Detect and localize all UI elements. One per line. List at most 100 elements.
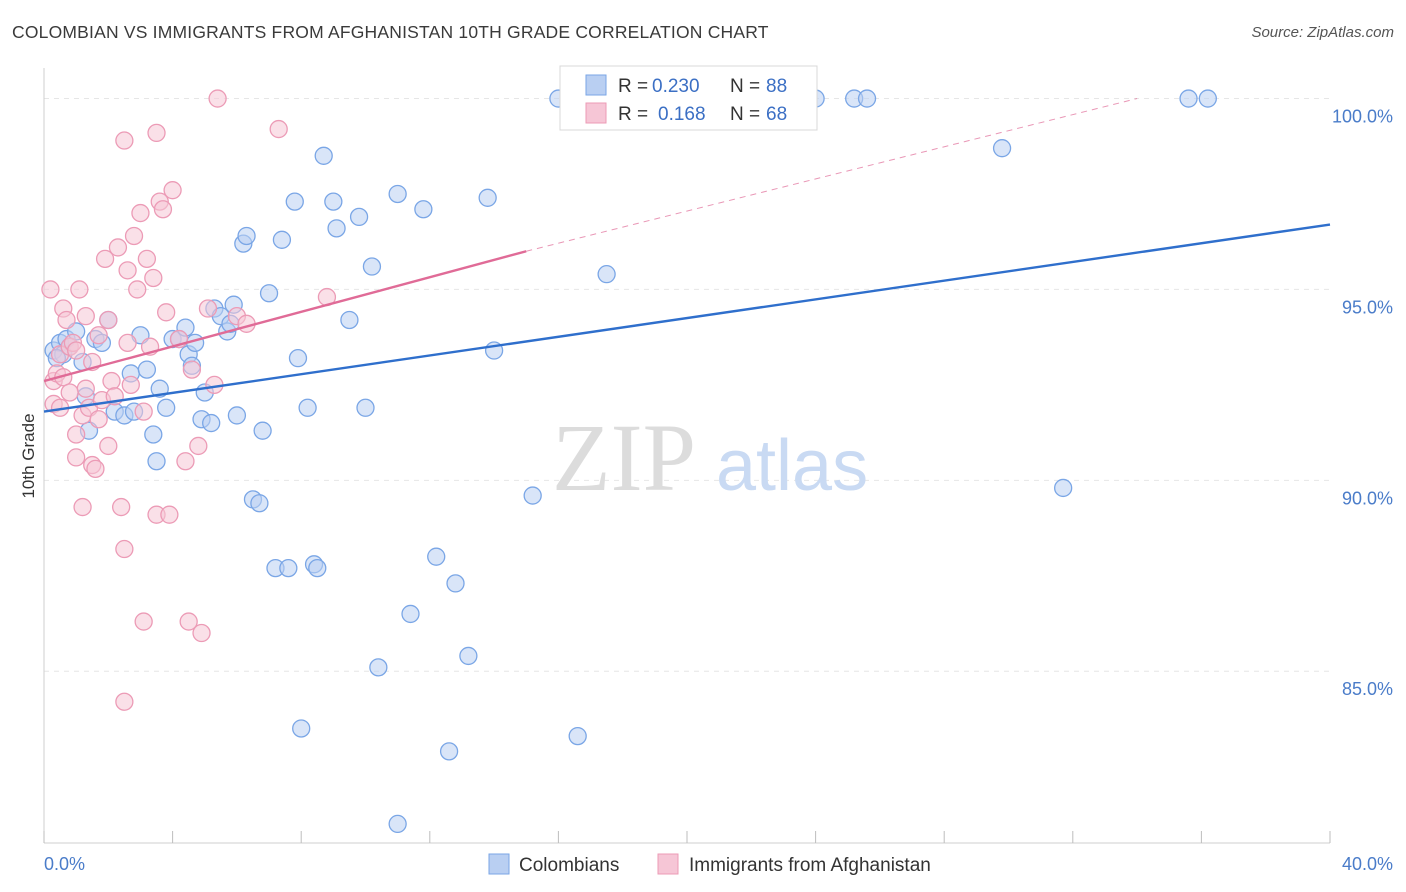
point-colombians-72 bbox=[597, 265, 616, 284]
watermark: ZIP atlas bbox=[552, 404, 868, 511]
point-colombians-65 bbox=[446, 574, 465, 593]
point-afghanistan-22 bbox=[108, 238, 128, 257]
point-colombians-53 bbox=[324, 192, 343, 211]
point-afghanistan-31 bbox=[137, 249, 157, 269]
legend-n-label-1: N = bbox=[730, 76, 760, 97]
watermark-zip: ZIP bbox=[552, 404, 696, 511]
point-colombians-82 bbox=[992, 139, 1012, 158]
point-afghanistan-44 bbox=[189, 436, 208, 456]
point-colombians-43 bbox=[259, 284, 279, 303]
point-colombians-39 bbox=[237, 226, 256, 246]
point-afghanistan-61 bbox=[67, 341, 86, 360]
point-afghanistan-20 bbox=[99, 310, 118, 330]
point-colombians-67 bbox=[478, 188, 497, 207]
legend-n-label-2: N = bbox=[730, 104, 760, 125]
legend-r-value-2: 0.168 bbox=[658, 104, 706, 125]
x-tick-label-0: 0.0% bbox=[44, 854, 85, 874]
trend-line-colombians bbox=[43, 223, 1331, 413]
point-colombians-18 bbox=[137, 360, 157, 379]
point-afghanistan-19 bbox=[95, 249, 115, 269]
legend-r-label-2: R = bbox=[618, 104, 648, 125]
point-colombians-85 bbox=[1198, 89, 1217, 108]
point-afghanistan-51 bbox=[269, 119, 288, 139]
point-afghanistan-60 bbox=[60, 383, 79, 402]
point-colombians-63 bbox=[427, 547, 446, 566]
x-tick-labels: 0.0% 40.0% bbox=[44, 854, 1393, 874]
x-tick-label-1: 40.0% bbox=[1342, 854, 1393, 874]
point-afghanistan-16 bbox=[86, 459, 105, 479]
point-afghanistan-56 bbox=[134, 612, 153, 631]
stats-legend: R = 0.230 N = 88 R = 0.168 N = 68 bbox=[559, 65, 818, 131]
point-afghanistan-21 bbox=[102, 371, 121, 391]
point-afghanistan-0 bbox=[41, 280, 60, 299]
point-afghanistan-54 bbox=[147, 123, 166, 143]
point-colombians-20 bbox=[147, 452, 166, 471]
point-afghanistan-57 bbox=[73, 497, 92, 517]
series-legend: Colombians Immigrants from Afghanistan bbox=[488, 853, 931, 876]
point-afghanistan-45 bbox=[192, 623, 211, 643]
point-afghanistan-65 bbox=[99, 436, 118, 456]
legend-swatch-colombians bbox=[585, 74, 607, 96]
point-colombians-19 bbox=[144, 425, 163, 444]
legend-n-value-2: 68 bbox=[766, 104, 787, 125]
point-colombians-54 bbox=[327, 219, 346, 238]
point-afghanistan-38 bbox=[160, 505, 179, 524]
point-afghanistan-42 bbox=[179, 612, 198, 631]
point-colombians-81 bbox=[857, 89, 877, 108]
y-tick-label-3: 100.0% bbox=[1332, 107, 1393, 127]
point-afghanistan-53 bbox=[115, 131, 134, 150]
legend-r-label-1: R = bbox=[618, 76, 648, 97]
point-colombians-37 bbox=[227, 406, 247, 425]
trend-lines bbox=[43, 98, 1331, 413]
point-afghanistan-55 bbox=[115, 692, 134, 711]
trend-line-extension-afghanistan bbox=[526, 98, 1138, 252]
chart-title: COLOMBIAN VS IMMIGRANTS FROM AFGHANISTAN… bbox=[12, 22, 769, 42]
point-afghanistan-43 bbox=[182, 360, 202, 379]
point-afghanistan-41 bbox=[176, 452, 195, 471]
point-afghanistan-11 bbox=[70, 280, 89, 299]
point-colombians-49 bbox=[298, 398, 317, 417]
point-afghanistan-10 bbox=[67, 425, 86, 444]
point-afghanistan-64 bbox=[89, 410, 108, 429]
point-colombians-60 bbox=[388, 184, 407, 204]
point-colombians-51 bbox=[308, 558, 327, 578]
point-colombians-45 bbox=[272, 230, 292, 249]
bottom-legend-swatch-colombians bbox=[488, 853, 510, 875]
point-afghanistan-17 bbox=[89, 326, 108, 345]
point-colombians-52 bbox=[314, 146, 333, 165]
point-afghanistan-29 bbox=[131, 203, 150, 223]
point-afghanistan-67 bbox=[118, 333, 137, 353]
point-colombians-58 bbox=[362, 257, 382, 276]
point-colombians-61 bbox=[401, 604, 420, 624]
point-afghanistan-28 bbox=[128, 280, 147, 299]
point-colombians-84 bbox=[1179, 89, 1198, 108]
legend-r-value-1: 0.230 bbox=[652, 76, 700, 97]
point-colombians-57 bbox=[356, 398, 375, 417]
point-colombians-55 bbox=[340, 310, 359, 330]
y-tick-label-1: 90.0% bbox=[1342, 488, 1393, 508]
point-afghanistan-25 bbox=[118, 261, 137, 280]
point-colombians-87 bbox=[292, 719, 311, 738]
point-afghanistan-26 bbox=[121, 375, 140, 395]
watermark-atlas: atlas bbox=[716, 426, 868, 506]
point-colombians-64 bbox=[439, 742, 459, 761]
point-afghanistan-24 bbox=[115, 539, 134, 559]
legend-n-value-1: 88 bbox=[766, 76, 787, 97]
chart-source: Source: ZipAtlas.com bbox=[1251, 24, 1394, 41]
point-afghanistan-46 bbox=[198, 299, 218, 318]
legend-swatch-afghanistan bbox=[585, 102, 607, 124]
bottom-legend-label-colombians: Colombians bbox=[519, 855, 619, 876]
point-afghanistan-27 bbox=[124, 226, 144, 246]
point-colombians-42 bbox=[253, 421, 272, 440]
point-colombians-59 bbox=[369, 658, 388, 677]
point-colombians-46 bbox=[279, 558, 298, 578]
y-tick-label-0: 85.0% bbox=[1342, 679, 1393, 699]
point-afghanistan-36 bbox=[153, 200, 173, 219]
point-afghanistan-37 bbox=[157, 303, 176, 322]
point-colombians-86 bbox=[388, 814, 407, 834]
point-colombians-22 bbox=[157, 398, 176, 417]
point-colombians-48 bbox=[288, 348, 308, 368]
y-axis-label: 10th Grade bbox=[19, 413, 38, 498]
point-afghanistan-62 bbox=[76, 307, 95, 326]
